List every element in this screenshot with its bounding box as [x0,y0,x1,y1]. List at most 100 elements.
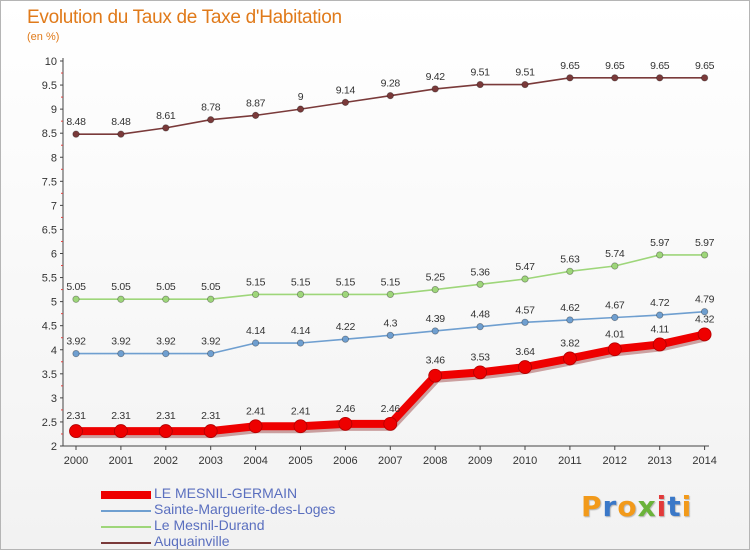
data-point [383,416,398,431]
data-label: 9 [298,91,304,103]
x-tick-label: 2013 [647,455,671,467]
data-label: 5.97 [650,237,670,249]
legend-swatch [101,491,151,499]
y-tick-label: 9.5 [42,80,57,92]
data-point [386,92,394,100]
x-tick-label: 2010 [513,455,537,467]
y-tick-label: 6.5 [42,224,57,236]
data-label: 3.46 [426,355,446,367]
logo-letter: r [602,490,618,523]
data-label: 5.36 [470,266,490,278]
data-point [341,335,349,343]
x-tick-label: 2009 [468,455,492,467]
data-label: 9.65 [560,60,580,72]
data-label: 4.01 [605,328,625,340]
data-point [521,80,529,89]
data-point [158,424,173,438]
data-label: 4.11 [650,323,669,335]
y-tick-label: 8 [51,152,57,164]
data-point [386,331,394,339]
y-tick-label: 7.5 [42,176,57,188]
logo-letter: P [581,490,603,523]
data-point [428,368,443,383]
logo-letter: t [667,490,682,523]
data-label: 4.72 [650,297,670,309]
data-point [117,130,125,138]
data-label: 8.61 [156,110,176,122]
data-point [248,419,263,434]
y-tick-label: 10 [45,56,57,68]
data-point [341,290,349,299]
data-point [252,290,260,299]
data-point [656,311,664,319]
x-tick-label: 2011 [558,455,582,467]
data-label: 8.78 [201,102,221,114]
x-tick-label: 2000 [64,455,88,467]
data-label: 3.53 [470,351,490,363]
data-label: 2.41 [246,405,266,417]
y-tick-label: 2 [51,441,57,453]
data-point [476,80,484,89]
data-point [431,327,439,335]
data-point [296,339,305,347]
data-label: 9.14 [336,84,356,96]
data-label: 4.32 [695,313,715,325]
data-point [656,251,664,259]
legend-label: Sainte-Marguerite-des-Loges [154,501,336,517]
data-label: 9.51 [470,67,490,79]
legend-swatch [101,526,151,528]
data-label: 5.47 [515,261,535,273]
data-point [476,323,484,331]
data-label: 4.14 [246,325,266,337]
data-label: 2.31 [201,410,221,422]
data-label: 9.65 [695,60,715,72]
data-point [700,251,709,259]
data-point [252,111,260,119]
y-tick-label: 4 [51,345,57,357]
data-label: 4.3 [383,317,397,329]
data-label: 8.87 [246,97,266,109]
data-point [162,349,170,358]
y-tick-label: 4.5 [42,321,57,333]
data-point [114,424,128,438]
data-label: 8.48 [111,116,131,128]
data-label: 3.92 [201,336,221,348]
y-tick-label: 9 [51,104,57,116]
data-point [341,98,349,106]
data-label: 3.92 [111,336,131,348]
data-point [72,349,80,358]
data-label: 4.62 [560,302,580,314]
data-label: 3.92 [156,336,176,348]
data-point [476,280,484,288]
data-point [252,339,260,347]
data-label: 4.57 [515,304,535,316]
x-tick-label: 2012 [603,455,627,467]
data-point [296,105,305,113]
data-point [162,295,170,303]
x-tick-label: 2006 [333,455,357,467]
logo-letter: x [637,490,657,523]
data-point [611,313,619,322]
data-point [611,74,619,82]
y-tick-label: 5 [51,297,57,309]
data-point [656,74,664,82]
data-label: 5.25 [426,272,446,284]
data-point [700,74,709,82]
legend-swatch [101,510,151,512]
data-label: 5.05 [201,281,221,293]
data-point [162,124,170,132]
data-label: 5.15 [246,276,266,288]
x-tick-label: 2005 [288,455,312,467]
legend-swatch [101,542,151,544]
data-point [207,349,215,358]
data-label: 9.28 [381,78,401,90]
data-label: 9.65 [650,60,670,72]
x-tick-label: 2003 [198,455,222,467]
data-label: 3.82 [560,337,580,349]
data-point [652,337,667,352]
data-label: 2.46 [381,403,401,415]
legend-label: Le Mesnil-Durand [154,517,265,533]
data-point [611,262,619,270]
data-label: 9.51 [515,67,535,79]
y-tick-label: 3.5 [42,369,57,381]
